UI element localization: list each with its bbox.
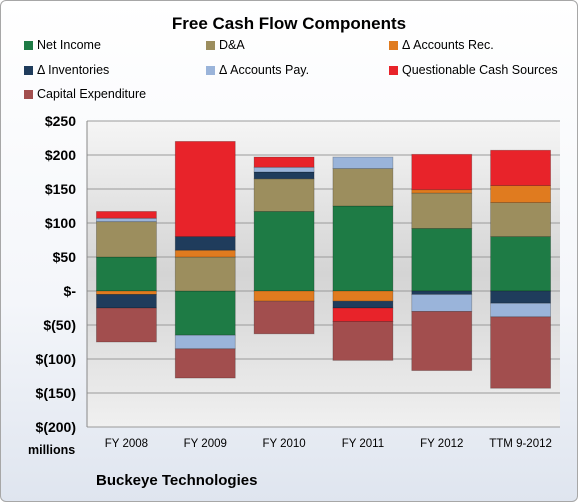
legend-label: D&A <box>219 38 245 52</box>
bar-segment <box>332 205 394 292</box>
bar-segment <box>253 300 315 335</box>
legend-label: Net Income <box>37 38 101 52</box>
bar-segment <box>332 290 394 302</box>
bar-segment <box>96 256 157 292</box>
legend-item-da: D&A <box>206 38 245 52</box>
bar-segment <box>174 249 236 258</box>
bar-segment <box>253 166 315 173</box>
bar-segment <box>174 140 236 237</box>
y-tick-label: $100 <box>45 215 76 231</box>
bar-segment <box>174 334 236 350</box>
y-tick-label: $150 <box>45 181 76 197</box>
y-tick-label: $- <box>64 283 77 299</box>
legend-label: Δ Accounts Rec. <box>402 38 494 52</box>
legend-swatch <box>206 66 215 75</box>
bar-segment <box>411 192 473 229</box>
x-tick-label: FY 2008 <box>105 438 148 450</box>
legend-swatch <box>206 41 215 50</box>
y-tick-label: $(150) <box>36 385 76 401</box>
legend-item-inventories: Δ Inventories <box>24 63 109 77</box>
bar-segment <box>96 211 157 219</box>
x-tick-label: FY 2010 <box>262 438 305 450</box>
bar-segment <box>174 256 236 292</box>
legend-label: Δ Inventories <box>37 63 110 77</box>
legend-item-net-income: Net Income <box>24 38 101 52</box>
bar-segment <box>332 307 394 323</box>
plot-area <box>87 121 560 427</box>
bar-segment <box>174 348 236 379</box>
bar-segment <box>490 236 551 292</box>
legend-swatch <box>24 90 33 99</box>
y-tick-label: $(200) <box>36 419 76 435</box>
bar-segment <box>411 228 473 292</box>
bar-segment <box>490 302 551 318</box>
x-tick-label: FY 2011 <box>342 438 384 450</box>
bar-segment <box>411 153 473 191</box>
legend-item-questionable-cash: Questionable Cash Sources <box>389 63 558 77</box>
bar-segment <box>253 171 315 180</box>
bar-segment <box>174 236 236 251</box>
legend-item-capex: Capital Expenditure <box>24 87 146 101</box>
bar-segment <box>490 290 551 304</box>
bar-segment <box>332 168 394 207</box>
bar-segment <box>411 293 473 312</box>
bar-segment <box>96 221 157 258</box>
y-tick-label: $(50) <box>43 317 76 333</box>
bar-segment <box>253 290 315 302</box>
bar-segment <box>490 202 551 238</box>
y-tick-label: $(100) <box>36 351 76 367</box>
bar-segment <box>411 189 473 194</box>
bar-segment <box>174 290 236 336</box>
legend-label: Capital Expenditure <box>37 87 147 101</box>
x-tick-label: TTM 9-2012 <box>489 438 552 450</box>
bar-segment <box>490 316 551 389</box>
bar-segment <box>490 149 551 187</box>
bar-segment <box>96 293 157 309</box>
bar-segment <box>490 185 551 204</box>
bar-segment <box>411 290 473 295</box>
bar-segment <box>332 300 394 309</box>
bar-segment <box>253 211 315 292</box>
bar-segment <box>332 321 394 361</box>
legend-label: Questionable Cash Sources <box>402 63 558 77</box>
chart-title: Free Cash Flow Components <box>171 14 407 33</box>
legend-swatch <box>389 66 398 75</box>
y-tick-label: $200 <box>45 147 76 163</box>
x-tick-label: FY 2012 <box>420 438 463 450</box>
legend-label: Δ Accounts Pay. <box>219 63 310 77</box>
legend-item-accounts-pay: Δ Accounts Pay. <box>206 63 309 77</box>
bar-segment <box>332 156 394 169</box>
bar-segment <box>411 310 473 371</box>
bar-segment <box>253 156 315 168</box>
legend-swatch <box>24 41 33 50</box>
y-tick-label: $250 <box>45 113 76 129</box>
legend-swatch <box>389 41 398 50</box>
bar-segment <box>253 178 315 212</box>
bar-segment <box>96 290 157 295</box>
legend-item-accounts-rec: Δ Accounts Rec. <box>389 38 494 52</box>
bar-segment <box>96 307 157 343</box>
company-name: Buckeye Technologies <box>96 472 258 489</box>
y-tick-label: $50 <box>53 249 77 265</box>
legend-swatch <box>24 66 33 75</box>
bar-segment <box>96 217 157 223</box>
y-axis-label: millions <box>28 443 76 457</box>
x-tick-label: FY 2009 <box>184 438 227 450</box>
